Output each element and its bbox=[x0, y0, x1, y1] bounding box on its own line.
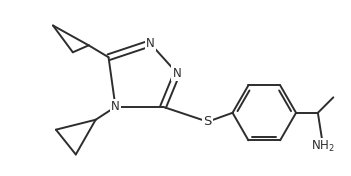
Text: N: N bbox=[146, 37, 154, 50]
Text: S: S bbox=[204, 115, 212, 128]
Text: NH$_2$: NH$_2$ bbox=[311, 139, 335, 154]
Text: N: N bbox=[111, 100, 120, 113]
Text: N: N bbox=[173, 67, 181, 80]
